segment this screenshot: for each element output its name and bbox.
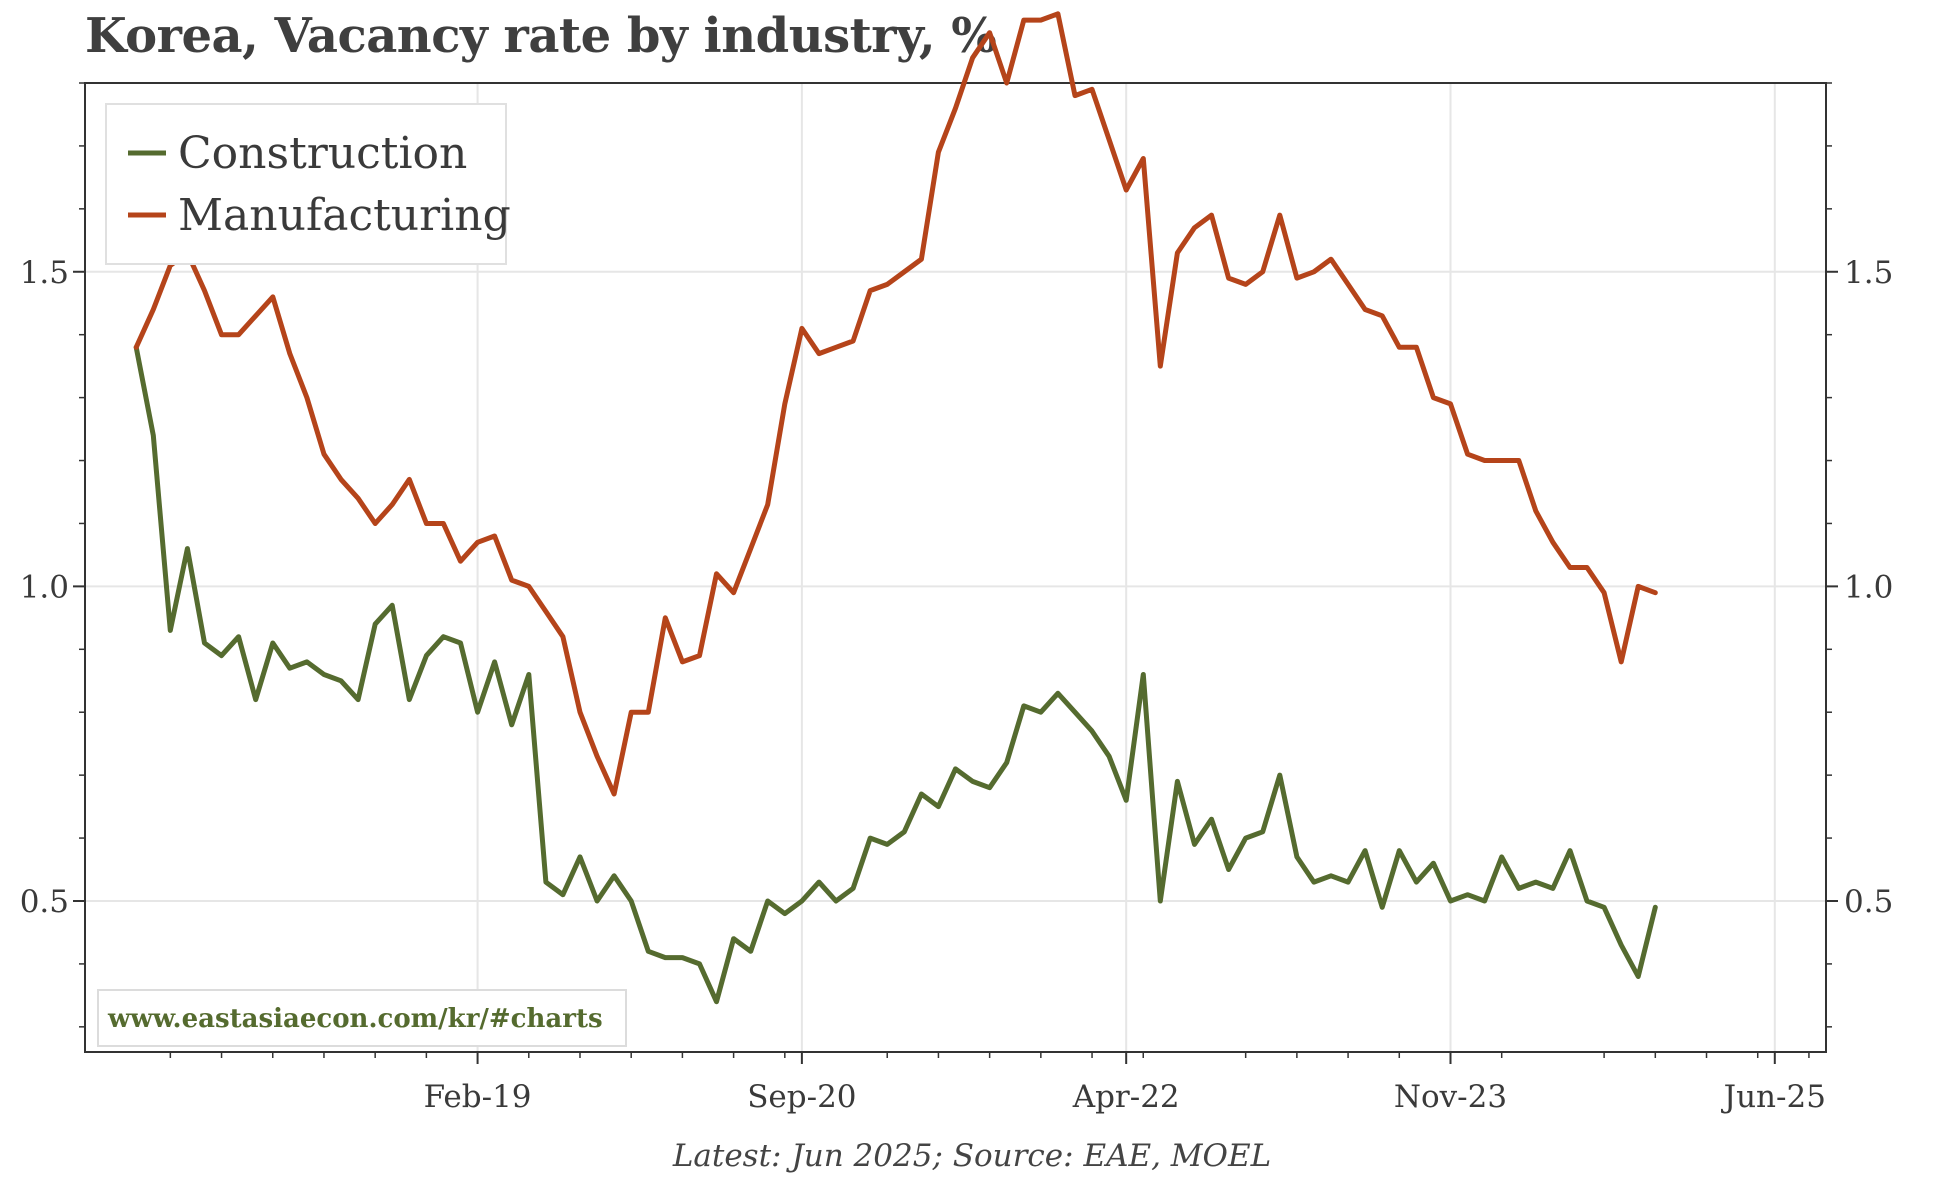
legend-box: [105, 103, 507, 265]
y-tick-label-left: 1.0: [20, 569, 69, 605]
watermark[interactable]: www.eastasiaecon.com/kr/#charts: [97, 989, 627, 1047]
y-tick-label-right: 1.5: [1844, 255, 1893, 291]
x-tick-label: Feb-19: [424, 1079, 532, 1115]
y-tick-label-left: 0.5: [20, 884, 69, 920]
x-tick-label: Sep-20: [747, 1079, 856, 1115]
y-tick-label-left: 1.5: [20, 255, 69, 291]
x-tick-label: Apr-22: [1072, 1079, 1180, 1115]
x-tick-label: Jun-25: [1721, 1079, 1826, 1115]
series-lines: [133, 11, 1658, 1005]
axis-ticks: 0.5 0.5 1.0 1.0 1.5 1.5 Feb-19 Sep-20 Apr-22 Nov-…: [20, 82, 1893, 1115]
legend-label-manufacturing: Manufacturing: [178, 190, 511, 241]
x-tick-label: Nov-23: [1394, 1079, 1507, 1115]
watermark-link[interactable]: www.eastasiaecon.com/kr/#charts: [107, 1004, 603, 1034]
source-note: Latest: Jun 2025; Source: EAE, MOEL: [672, 1138, 1272, 1174]
plot-frame: [84, 82, 1827, 1053]
legend-label-construction: Construction: [178, 128, 467, 179]
watermark-box-bg: [97, 989, 627, 1047]
y-tick-label-right: 0.5: [1844, 884, 1893, 920]
series-line-construction: [133, 344, 1658, 1005]
chart-title: Korea, Vacancy rate by industry, %: [85, 8, 997, 64]
series-line-manufacturing: [133, 11, 1658, 797]
legend: Construction Manufacturing: [105, 103, 511, 265]
y-tick-label-right: 1.0: [1844, 569, 1893, 605]
